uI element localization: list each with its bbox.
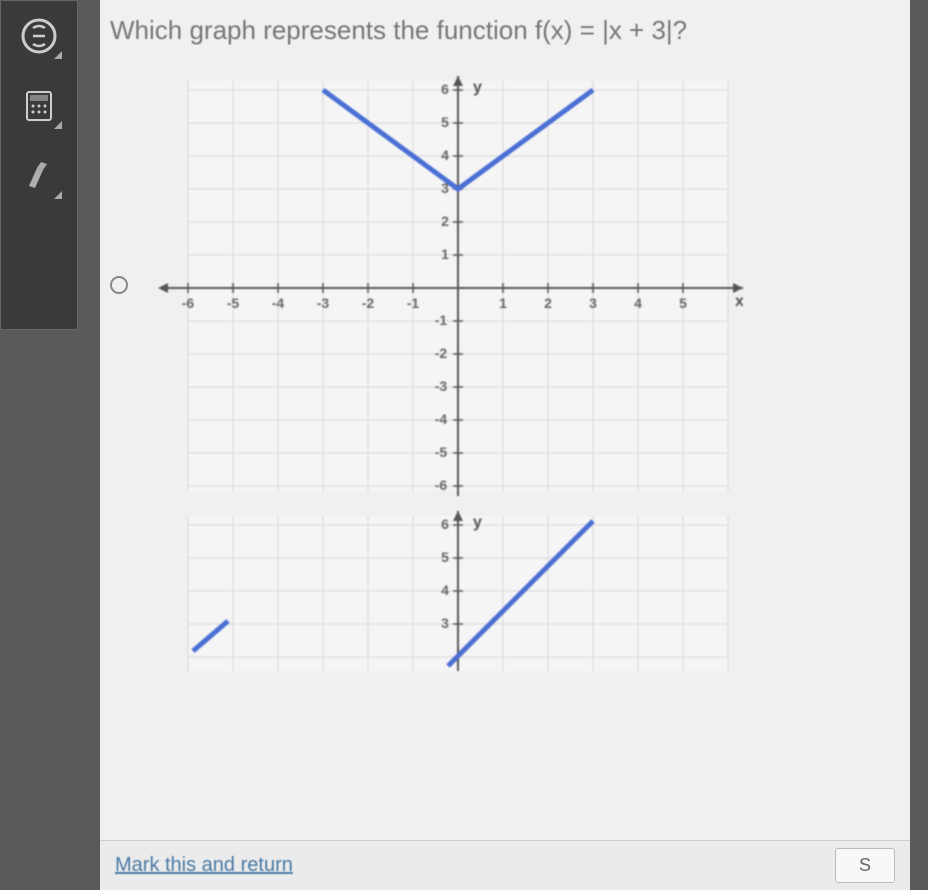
svg-text:-2: -2 xyxy=(362,295,375,311)
graph-2-partial: 3 4 5 6 y xyxy=(143,511,743,671)
svg-text:4: 4 xyxy=(634,295,642,311)
svg-text:-4: -4 xyxy=(272,295,285,311)
svg-text:x: x xyxy=(735,293,743,310)
svg-text:6: 6 xyxy=(441,516,449,532)
svg-text:1: 1 xyxy=(499,295,507,311)
svg-text:-2: -2 xyxy=(435,345,448,361)
svg-text:5: 5 xyxy=(441,549,449,565)
svg-text:-3: -3 xyxy=(435,378,448,394)
svg-text:4: 4 xyxy=(441,582,449,598)
answer-option-1[interactable]: -6-5-4-3-2-1 12345 123456 -1-2-3-4-5-6 y… xyxy=(110,76,910,496)
radio-button[interactable] xyxy=(110,276,128,294)
svg-text:-4: -4 xyxy=(435,411,448,427)
svg-text:y: y xyxy=(473,514,482,531)
mark-return-link[interactable]: Mark this and return xyxy=(115,854,293,877)
footer-bar: Mark this and return S xyxy=(100,840,910,890)
svg-text:-1: -1 xyxy=(407,295,420,311)
svg-text:3: 3 xyxy=(589,295,597,311)
next-button[interactable]: S xyxy=(835,848,895,883)
svg-text:-5: -5 xyxy=(227,295,240,311)
svg-text:y: y xyxy=(473,79,482,96)
svg-text:2: 2 xyxy=(441,213,449,229)
svg-text:2: 2 xyxy=(544,295,552,311)
svg-text:1: 1 xyxy=(441,246,449,262)
svg-text:5: 5 xyxy=(679,295,687,311)
svg-text:3: 3 xyxy=(441,615,449,631)
svg-text:-3: -3 xyxy=(317,295,330,311)
svg-text:-1: -1 xyxy=(435,312,448,328)
formula-tool-icon[interactable] xyxy=(14,11,64,61)
svg-text:-6: -6 xyxy=(182,295,195,311)
question-panel: Which graph represents the function f(x)… xyxy=(100,0,910,870)
svg-text:5: 5 xyxy=(441,114,449,130)
svg-text:-5: -5 xyxy=(435,444,448,460)
question-text: Which graph represents the function f(x)… xyxy=(110,15,910,46)
svg-text:6: 6 xyxy=(441,81,449,97)
graph-1: -6-5-4-3-2-1 12345 123456 -1-2-3-4-5-6 y… xyxy=(143,76,743,496)
svg-text:4: 4 xyxy=(441,147,449,163)
answer-option-2-partial[interactable]: 3 4 5 6 y xyxy=(143,511,910,671)
calculator-tool-icon[interactable] xyxy=(14,81,64,131)
highlighter-tool-icon[interactable] xyxy=(14,151,64,201)
tool-sidebar xyxy=(0,0,78,330)
svg-text:-6: -6 xyxy=(435,477,448,493)
